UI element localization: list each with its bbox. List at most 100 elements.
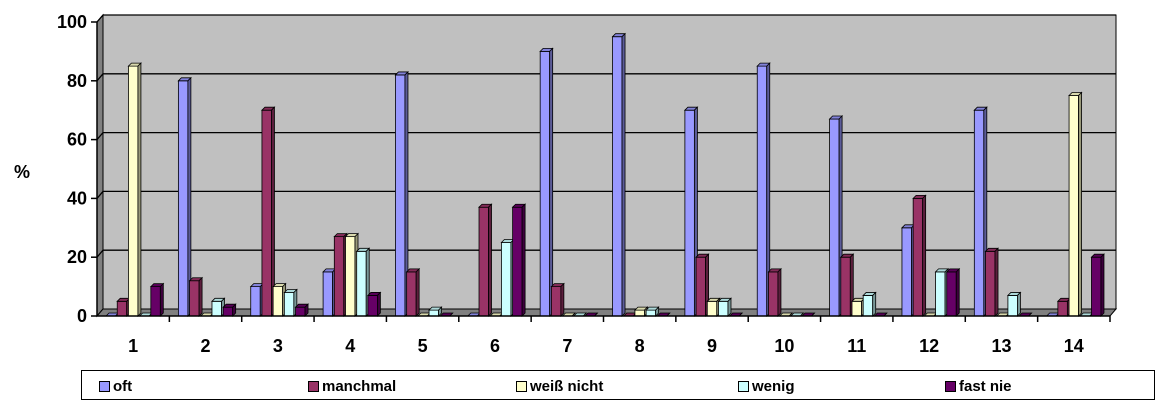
legend-item: fast nie [945,377,1012,395]
legend-swatch [738,380,749,392]
bar [611,32,626,317]
x-tick-label: 12 [919,336,939,356]
x-tick-label: 4 [345,336,355,356]
bar [344,232,359,317]
bar [851,297,866,317]
bar [1068,91,1083,317]
bar [405,267,421,317]
gridline [96,14,1116,23]
plot-floor [95,308,1118,317]
x-tick-label: 1 [128,336,138,356]
x-tick-label: 10 [774,336,794,356]
y-tick-label: 100 [57,12,87,32]
gridlines [96,14,1116,258]
bar [862,291,877,317]
y-tick-label: 40 [67,188,87,208]
gridline [96,190,1116,199]
x-tick-label: 13 [991,336,1011,356]
bar [283,288,298,317]
x-tick-label: 6 [490,336,500,356]
gridline [96,73,1116,82]
bar [633,306,649,317]
bar [511,203,527,317]
legend-swatch [516,380,527,392]
y-tick-label: 20 [67,247,87,267]
bar [428,306,443,317]
y-tick-label: 80 [67,71,87,91]
bar [550,282,565,317]
bar [900,223,916,317]
y-tick-label: 0 [77,306,87,326]
legend-item: manchmal [308,377,396,395]
axes [91,21,1111,322]
bar [756,62,771,317]
bar [539,47,554,317]
bar [211,297,226,317]
bar [839,253,855,317]
bar [177,76,192,317]
legend: oft manchmal weiß nicht wenig fast nie [81,370,1155,400]
legend-swatch [308,380,319,392]
legend-label: manchmal [322,377,397,395]
x-tick-label: 7 [562,336,572,356]
legend-label: wenig [752,377,795,395]
legend-swatch [99,380,110,392]
bar [272,282,287,317]
bar [1090,253,1105,317]
legend-item: weiß nicht [516,377,603,395]
gridline [96,249,1116,258]
y-tick-label: 60 [67,130,87,150]
bar [322,267,337,317]
x-tick-label: 11 [847,336,866,356]
legend-item: wenig [738,377,795,395]
x-tick-label: 8 [635,336,645,356]
legend-label: fast nie [959,377,1012,395]
bar [973,106,988,317]
bar [645,306,660,317]
x-tick-label: 5 [418,336,428,356]
legend-label: weiß nicht [530,377,604,395]
bar [912,194,927,317]
bar [984,247,999,317]
bar [767,267,782,317]
bar [188,276,204,317]
y-axis-ticks: 0 20 40 60 80 100 [57,12,87,326]
bar [222,303,237,317]
bar [945,267,961,317]
bar [294,303,310,317]
legend-label: oft [113,377,133,395]
bars [105,32,1105,317]
x-tick-label: 14 [1064,336,1084,356]
plot-side-wall [96,13,104,318]
bar [478,203,493,317]
bar [717,297,732,317]
bar [149,282,165,317]
bar [333,232,348,317]
bar [934,267,950,317]
plot-back-wall [102,14,1117,310]
bar [695,253,710,317]
bar [260,106,276,317]
bar [1056,297,1072,317]
bar [127,62,142,317]
bar [683,106,699,317]
bar [394,70,409,317]
bar [1006,291,1022,317]
legend-swatch [945,380,956,392]
x-tick-label: 2 [201,336,211,356]
bar [116,297,131,317]
y-axis-label: % [14,162,30,182]
x-tick-label: 3 [273,336,283,356]
plot-area [95,13,1118,318]
bar [500,238,515,317]
bar [828,115,844,317]
bar [366,291,382,317]
gridline [96,131,1116,141]
x-tick-label: 9 [707,336,717,356]
bar [706,297,721,317]
bar [249,282,265,317]
legend-item: oft [99,377,132,395]
bar [355,247,371,317]
